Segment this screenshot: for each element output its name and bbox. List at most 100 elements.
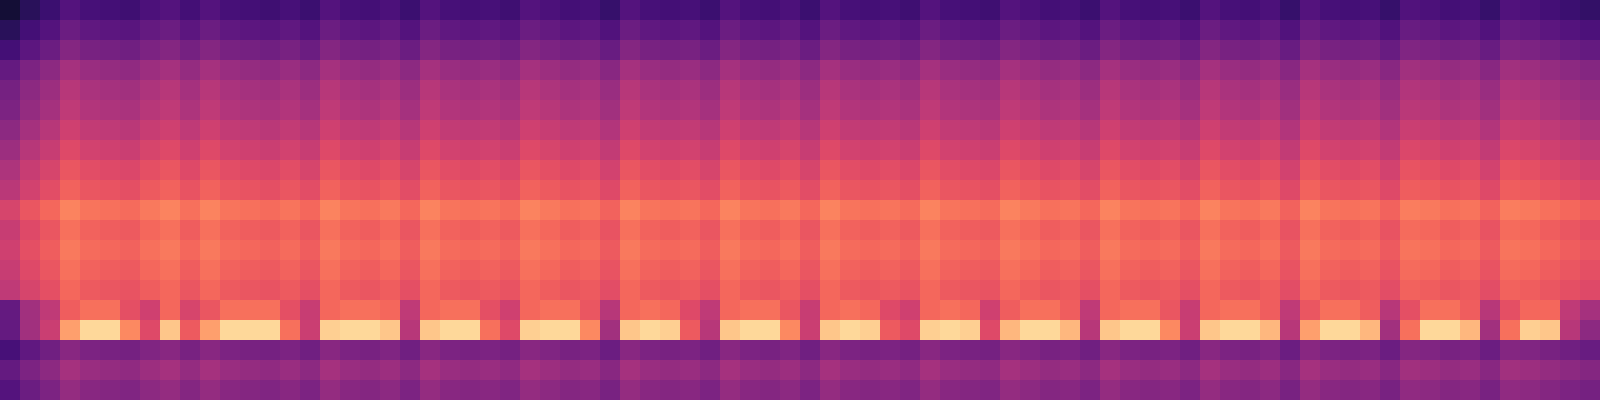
cell (1160, 360, 1181, 381)
cell (80, 60, 101, 81)
cell (1060, 0, 1081, 21)
cell (720, 200, 741, 221)
cell (200, 360, 221, 381)
cell (880, 100, 901, 121)
cell (1560, 260, 1581, 281)
cell (620, 60, 641, 81)
cell (1340, 0, 1361, 21)
cell (1080, 100, 1101, 121)
cell (60, 140, 81, 161)
cell (1580, 360, 1600, 381)
cell (620, 300, 641, 321)
cell (1180, 120, 1201, 141)
cell (1280, 380, 1301, 400)
cell (1320, 0, 1341, 21)
cell (600, 380, 621, 400)
cell (120, 200, 141, 221)
cell (640, 240, 661, 261)
cell (960, 0, 981, 21)
cell (300, 240, 321, 261)
cell (800, 0, 821, 21)
cell (120, 380, 141, 400)
cell (580, 220, 601, 241)
cell (640, 40, 661, 61)
cell (840, 40, 861, 61)
cell (340, 300, 361, 321)
cell (660, 260, 681, 281)
cell (360, 0, 381, 21)
cell (280, 360, 301, 381)
cell (940, 40, 961, 61)
cell (720, 0, 741, 21)
cell (920, 40, 941, 61)
cell (1560, 100, 1581, 121)
cell (420, 180, 441, 201)
cell (760, 200, 781, 221)
cell (860, 300, 881, 321)
cell (100, 0, 121, 21)
cell (440, 240, 461, 261)
cell (1580, 60, 1600, 81)
cell (80, 0, 101, 21)
cell (1180, 320, 1201, 341)
cell (20, 40, 41, 61)
cell (900, 60, 921, 81)
cell (1260, 200, 1281, 221)
cell (360, 100, 381, 121)
cell (340, 240, 361, 261)
cell (200, 100, 221, 121)
cell (1540, 320, 1561, 341)
cell (520, 200, 541, 221)
cell (20, 160, 41, 181)
cell (220, 40, 241, 61)
cell (240, 180, 261, 201)
cell (1180, 260, 1201, 281)
cell (0, 360, 21, 381)
cell (80, 140, 101, 161)
cell (1280, 20, 1301, 41)
cell (560, 340, 581, 361)
cell (1100, 200, 1121, 221)
cell (100, 320, 121, 341)
cell (740, 100, 761, 121)
cell (1560, 300, 1581, 321)
cell (640, 120, 661, 141)
cell (1380, 180, 1401, 201)
cell (680, 220, 701, 241)
cell (1480, 260, 1501, 281)
cell (1060, 120, 1081, 141)
cell (640, 320, 661, 341)
cell (400, 220, 421, 241)
cell (580, 300, 601, 321)
cell (1040, 160, 1061, 181)
cell (1420, 20, 1441, 41)
cell (1020, 260, 1041, 281)
cell (520, 300, 541, 321)
cell (480, 40, 501, 61)
cell (380, 160, 401, 181)
cell (80, 180, 101, 201)
cell (680, 140, 701, 161)
cell (1080, 200, 1101, 221)
cell (1420, 0, 1441, 21)
cell (100, 160, 121, 181)
cell (1300, 120, 1321, 141)
cell (460, 300, 481, 321)
cell (540, 180, 561, 201)
cell (600, 340, 621, 361)
cell (560, 80, 581, 101)
cell (40, 140, 61, 161)
cell (180, 340, 201, 361)
cell (960, 60, 981, 81)
cell (1180, 240, 1201, 261)
cell (1500, 220, 1521, 241)
cell (1160, 0, 1181, 21)
cell (1300, 40, 1321, 61)
cell (1100, 180, 1121, 201)
cell (420, 260, 441, 281)
cell (1040, 180, 1061, 201)
cell (160, 240, 181, 261)
cell (160, 300, 181, 321)
cell (320, 380, 341, 400)
cell (1580, 120, 1600, 141)
